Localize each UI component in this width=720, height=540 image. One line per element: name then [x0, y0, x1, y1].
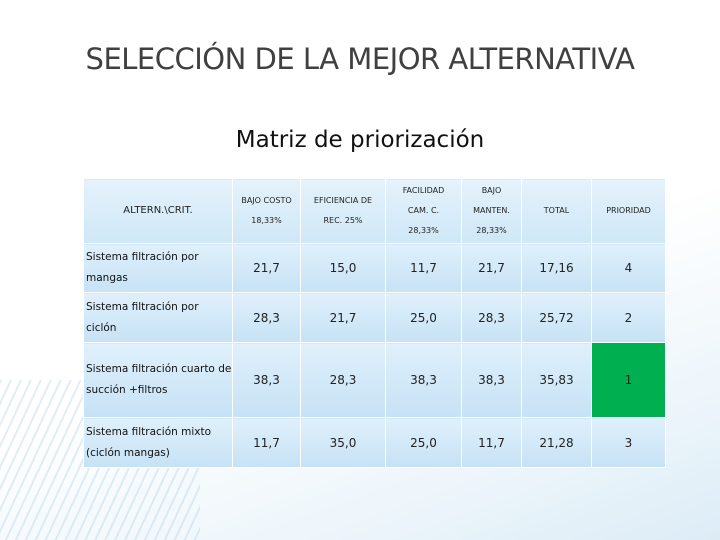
slide-title: SELECCIÓN DE LA MEJOR ALTERNATIVA: [85, 42, 635, 76]
value-cell: 11,7: [461, 417, 522, 468]
header-row: ALTERN.\CRIT. BAJO COSTO 18,33% EFICIENCIA …: [83, 178, 666, 244]
value-cell: 28,3: [461, 292, 522, 343]
header-cell: TOTAL: [521, 178, 592, 244]
data-row: Sistema filtración por ciclón 28,3 21,7 25,…: [83, 292, 666, 343]
value-cell: 21,7: [300, 292, 386, 343]
header-line: 28,33%: [476, 226, 507, 235]
data-row: Sistema filtración por mangas 21,7 15,0 11,…: [83, 243, 666, 293]
value-cell: 25,72: [521, 292, 592, 343]
header-line: PRIORIDAD: [606, 206, 651, 215]
header-line: BAJO: [481, 186, 502, 195]
value-cell: 17,16: [521, 243, 592, 293]
data-row: Sistema filtración mixto (ciclón mangas)…: [83, 417, 666, 468]
header-line: BAJO COSTO: [241, 196, 292, 205]
value-cell: 38,3: [385, 342, 462, 418]
header-cell: BAJO COSTO 18,33%: [232, 178, 301, 244]
value-cell: 25,0: [385, 417, 462, 468]
value-cell: 38,3: [232, 342, 301, 418]
value-cell: 11,7: [232, 417, 301, 468]
header-line: 28,33%: [408, 226, 439, 235]
row-label: Sistema filtración por mangas: [83, 243, 233, 293]
header-line: TOTAL: [543, 206, 570, 215]
header-line: 18,33%: [251, 216, 282, 225]
header-line: MANTEN.: [473, 206, 510, 215]
slide-subtitle: Matriz de priorización: [235, 127, 485, 153]
row-label: Sistema filtración por ciclón: [83, 292, 233, 343]
header-cell: BAJO MANTEN. 28,33%: [461, 178, 522, 244]
value-cell: 21,7: [232, 243, 301, 293]
value-cell: 11,7: [385, 243, 462, 293]
value-cell: 4: [591, 243, 666, 293]
priority-matrix: ALTERN.\CRIT. BAJO COSTO 18,33% EFICIENCIA …: [83, 178, 666, 468]
row-label: Sistema filtración mixto (ciclón mangas): [83, 417, 233, 468]
value-cell: 25,0: [385, 292, 462, 343]
value-cell: 35,0: [300, 417, 386, 468]
data-row: Sistema filtración cuarto de succión +fi…: [83, 342, 666, 418]
value-cell: 28,3: [232, 292, 301, 343]
header-cell: FACILIDAD CAM. C. 28,33%: [385, 178, 462, 244]
value-cell: 38,3: [461, 342, 522, 418]
header-line: CAM. C.: [407, 206, 440, 215]
header-line: REC. 25%: [323, 216, 363, 225]
header-cell: ALTERN.\CRIT.: [83, 178, 233, 244]
value-cell: 35,83: [521, 342, 592, 418]
header-line: EFICIENCIA DE: [313, 196, 373, 205]
row-label: Sistema filtración cuarto de succión +fi…: [83, 342, 233, 418]
value-cell: 1: [591, 342, 666, 418]
value-cell: 2: [591, 292, 666, 343]
header-cell: PRIORIDAD: [591, 178, 666, 244]
header-line: ALTERN.\CRIT.: [123, 205, 193, 216]
value-cell: 15,0: [300, 243, 386, 293]
header-line: FACILIDAD: [402, 186, 445, 195]
value-cell: 21,7: [461, 243, 522, 293]
header-cell: EFICIENCIA DE REC. 25%: [300, 178, 386, 244]
value-cell: 3: [591, 417, 666, 468]
value-cell: 28,3: [300, 342, 386, 418]
value-cell: 21,28: [521, 417, 592, 468]
